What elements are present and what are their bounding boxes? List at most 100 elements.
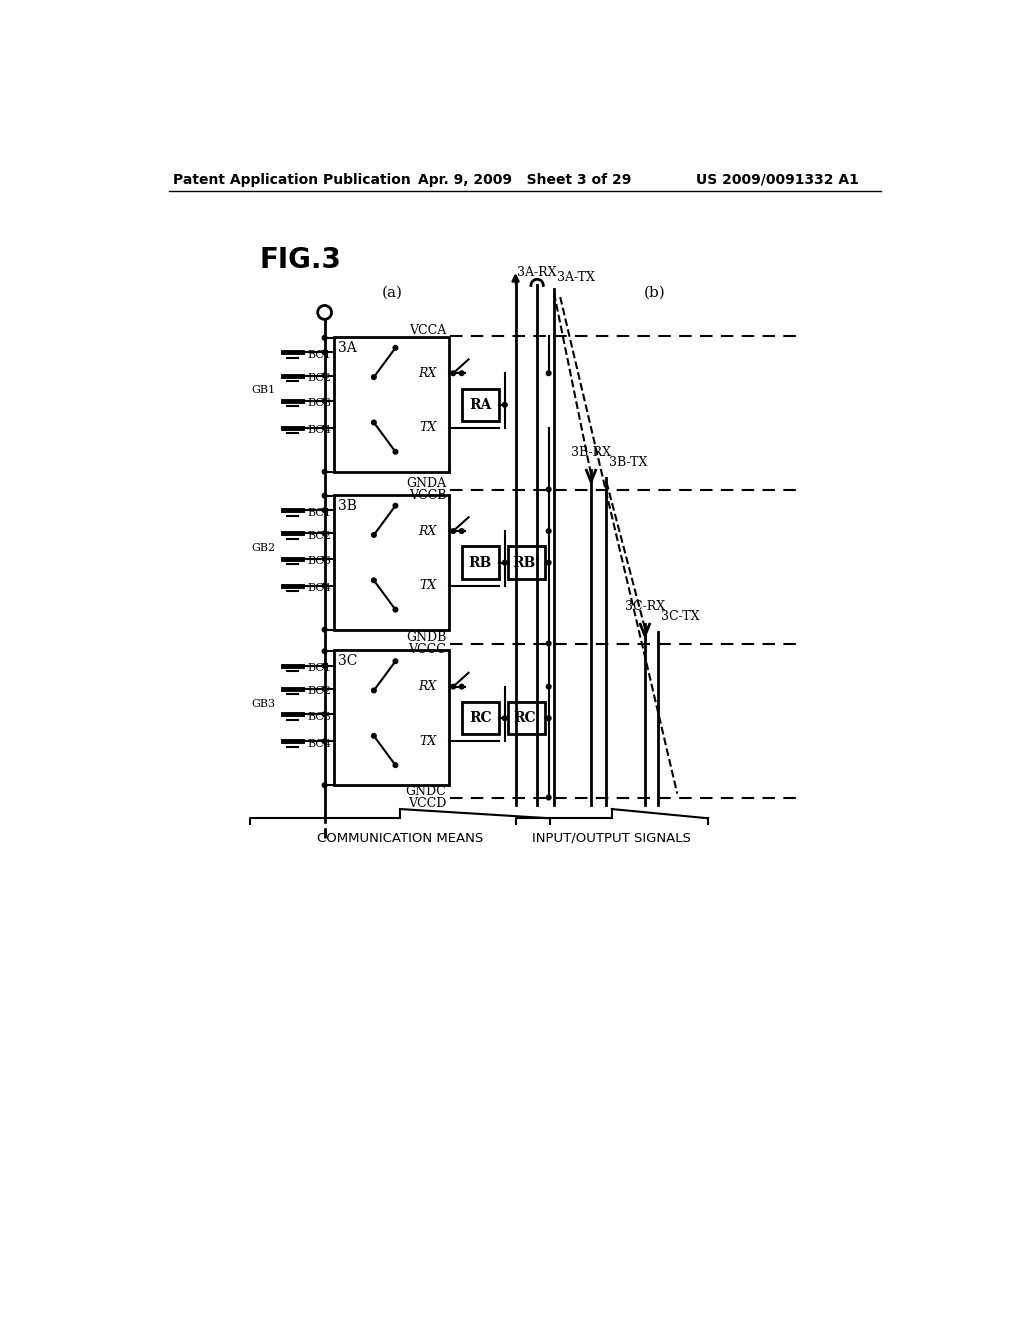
Circle shape bbox=[547, 715, 551, 721]
Circle shape bbox=[372, 532, 376, 537]
Text: 3C: 3C bbox=[338, 655, 357, 668]
Text: GB1: GB1 bbox=[251, 385, 275, 395]
Circle shape bbox=[323, 664, 327, 668]
Text: GNDA: GNDA bbox=[407, 477, 446, 490]
Text: RB': RB' bbox=[513, 556, 540, 570]
Circle shape bbox=[503, 561, 507, 565]
Circle shape bbox=[460, 684, 464, 689]
Text: VCCA: VCCA bbox=[409, 323, 446, 337]
Circle shape bbox=[372, 420, 376, 425]
Text: US 2009/0091332 A1: US 2009/0091332 A1 bbox=[696, 173, 859, 187]
Circle shape bbox=[323, 557, 327, 561]
Bar bbox=[462, 546, 499, 579]
Bar bbox=[334, 337, 450, 471]
Circle shape bbox=[372, 375, 376, 379]
Text: VCCC: VCCC bbox=[409, 643, 446, 656]
Text: RC': RC' bbox=[513, 711, 540, 725]
Circle shape bbox=[393, 607, 397, 612]
Circle shape bbox=[460, 529, 464, 533]
Circle shape bbox=[547, 371, 551, 375]
Text: RX: RX bbox=[419, 367, 437, 380]
Circle shape bbox=[393, 346, 397, 350]
Circle shape bbox=[323, 531, 327, 536]
Bar bbox=[334, 495, 450, 630]
Text: 3C-TX: 3C-TX bbox=[662, 610, 699, 623]
Bar bbox=[508, 702, 545, 734]
Text: Patent Application Publication: Patent Application Publication bbox=[173, 173, 411, 187]
Circle shape bbox=[323, 508, 327, 512]
Text: GNDC: GNDC bbox=[406, 785, 446, 797]
Circle shape bbox=[547, 561, 551, 565]
Text: BC1: BC1 bbox=[307, 350, 332, 360]
Circle shape bbox=[372, 734, 376, 738]
Circle shape bbox=[393, 763, 397, 767]
Circle shape bbox=[547, 642, 551, 645]
Circle shape bbox=[323, 686, 327, 692]
Circle shape bbox=[547, 529, 551, 533]
Text: BC4: BC4 bbox=[307, 739, 332, 748]
Text: RB: RB bbox=[469, 556, 492, 570]
Circle shape bbox=[323, 711, 327, 717]
Text: BC1: BC1 bbox=[307, 663, 332, 673]
Text: (b): (b) bbox=[643, 286, 665, 300]
Text: 3B-RX: 3B-RX bbox=[571, 446, 611, 459]
Text: 3A-RX: 3A-RX bbox=[517, 265, 557, 279]
Text: BC2: BC2 bbox=[307, 372, 332, 383]
Bar bbox=[462, 702, 499, 734]
Circle shape bbox=[451, 371, 456, 375]
Bar bbox=[462, 388, 499, 421]
Circle shape bbox=[393, 503, 397, 508]
Text: BC2: BC2 bbox=[307, 686, 332, 696]
Circle shape bbox=[323, 783, 327, 788]
Circle shape bbox=[317, 305, 332, 319]
Circle shape bbox=[323, 649, 327, 653]
Text: TX: TX bbox=[419, 579, 436, 593]
Circle shape bbox=[323, 374, 327, 378]
Text: BC4: BC4 bbox=[307, 583, 332, 593]
Circle shape bbox=[393, 659, 397, 664]
Text: BC2: BC2 bbox=[307, 531, 332, 541]
Text: COMMUNICATION MEANS: COMMUNICATION MEANS bbox=[317, 832, 483, 845]
Circle shape bbox=[323, 399, 327, 404]
Circle shape bbox=[451, 684, 456, 689]
Text: RC: RC bbox=[469, 711, 492, 725]
Circle shape bbox=[323, 470, 327, 474]
Text: VCCD: VCCD bbox=[408, 797, 446, 810]
Circle shape bbox=[460, 371, 464, 375]
Circle shape bbox=[323, 350, 327, 355]
Text: RX: RX bbox=[419, 680, 437, 693]
Text: RA: RA bbox=[469, 397, 492, 412]
Circle shape bbox=[547, 795, 551, 800]
Text: BC3: BC3 bbox=[307, 399, 332, 408]
Text: 3A-TX: 3A-TX bbox=[557, 271, 595, 284]
Text: GB3: GB3 bbox=[251, 698, 275, 709]
Circle shape bbox=[503, 403, 507, 407]
Text: 3B-TX: 3B-TX bbox=[609, 455, 648, 469]
Circle shape bbox=[372, 578, 376, 582]
Text: INPUT/OUTPUT SIGNALS: INPUT/OUTPUT SIGNALS bbox=[532, 832, 691, 845]
Text: GB2: GB2 bbox=[251, 543, 275, 553]
Circle shape bbox=[372, 688, 376, 693]
Bar bbox=[508, 546, 545, 579]
Circle shape bbox=[323, 583, 327, 589]
Circle shape bbox=[323, 335, 327, 341]
Text: Apr. 9, 2009   Sheet 3 of 29: Apr. 9, 2009 Sheet 3 of 29 bbox=[418, 173, 632, 187]
Circle shape bbox=[323, 739, 327, 743]
Circle shape bbox=[323, 494, 327, 498]
Text: TX: TX bbox=[419, 421, 436, 434]
Circle shape bbox=[323, 627, 327, 632]
Circle shape bbox=[503, 715, 507, 721]
Text: BC3: BC3 bbox=[307, 556, 332, 566]
Text: RX: RX bbox=[419, 524, 437, 537]
Text: BC3: BC3 bbox=[307, 711, 332, 722]
Bar bbox=[334, 651, 450, 785]
Text: TX: TX bbox=[419, 735, 436, 748]
Text: FIG.3: FIG.3 bbox=[260, 246, 342, 275]
Text: 3A: 3A bbox=[338, 341, 357, 355]
Circle shape bbox=[323, 425, 327, 430]
Text: (a): (a) bbox=[382, 286, 402, 300]
Circle shape bbox=[451, 529, 456, 533]
Circle shape bbox=[547, 487, 551, 492]
Text: BC4: BC4 bbox=[307, 425, 332, 436]
Text: VCCB: VCCB bbox=[409, 490, 446, 502]
